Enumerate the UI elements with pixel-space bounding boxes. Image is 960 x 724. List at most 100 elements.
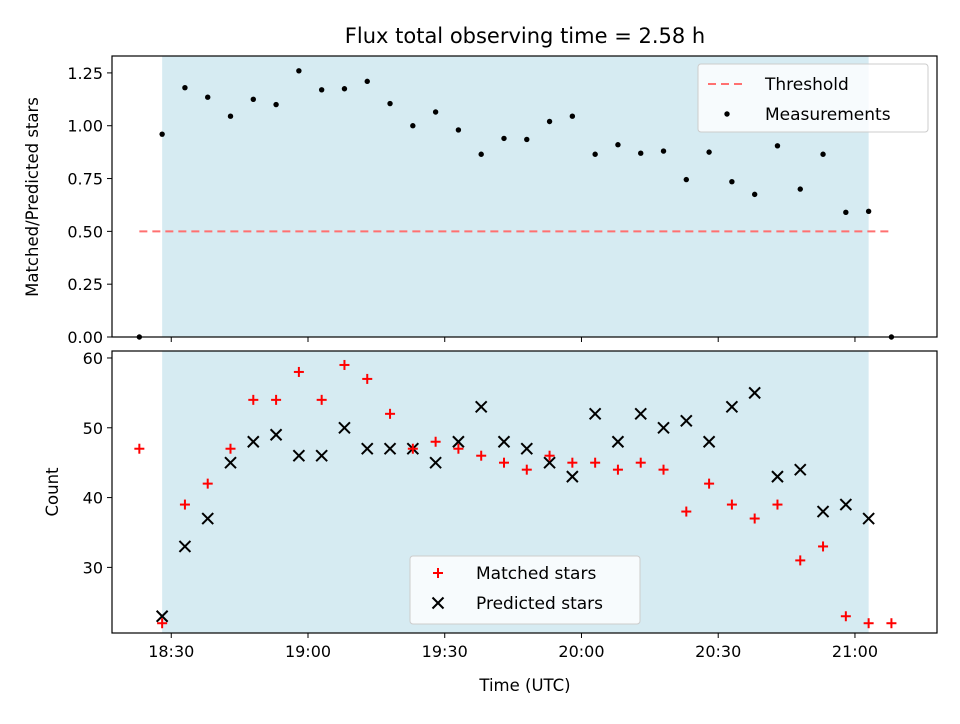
- measurements-legend-swatch: [724, 111, 730, 117]
- measurement-point: [683, 176, 690, 183]
- predicted-point-b: [816, 505, 830, 518]
- measurement-point: [797, 186, 803, 192]
- matched-point: [407, 443, 418, 454]
- predicted-point: [497, 435, 511, 448]
- predicted-point-b: [611, 435, 625, 448]
- top-x-ticks: [170, 337, 856, 342]
- measurement-point: [478, 151, 484, 157]
- measurements-legend-label: Measurements: [765, 105, 891, 125]
- matched-point: [498, 457, 509, 468]
- chart-title: Flux total observing time = 2.58 h: [345, 24, 705, 48]
- predicted-point: [269, 428, 283, 441]
- predicted-point: [361, 442, 374, 455]
- matched-point: [362, 373, 373, 384]
- predicted-point: [224, 456, 237, 469]
- measurement-point: [660, 148, 667, 154]
- predicted-point: [748, 386, 761, 400]
- top-y-ticks: 0.00 0.25 0.50 0.75 1.00 1.25: [67, 64, 112, 347]
- x-tick-label: 18:30: [148, 642, 194, 661]
- predicted-point: [702, 435, 716, 448]
- predicted-point-b: [315, 449, 328, 462]
- predicted-point-b: [794, 463, 807, 476]
- matched-point: [476, 450, 487, 461]
- predicted-point-b: [680, 414, 693, 428]
- top-y-axis-label: Matched/Predicted stars: [23, 97, 42, 297]
- matched-point: [544, 450, 555, 461]
- predicted-point: [816, 505, 830, 518]
- predicted-point-b: [383, 442, 397, 455]
- matched-point: [818, 541, 829, 552]
- y-tick-label: 0.75: [67, 170, 103, 189]
- predicted-point-b: [474, 400, 488, 414]
- matched-point: [271, 394, 282, 405]
- matched-point: [795, 555, 806, 566]
- matched-point: [567, 457, 578, 468]
- measurement-point: [318, 87, 325, 93]
- predicted-point: [383, 442, 397, 455]
- measurement-point: [774, 143, 781, 149]
- top-legend-box: [697, 63, 929, 133]
- predicted-point: [155, 610, 169, 623]
- measurement-point: [296, 68, 302, 74]
- predicted-point: [452, 435, 465, 448]
- matched-point: [635, 457, 646, 468]
- top-marks: [136, 68, 895, 340]
- predicted-point: [611, 435, 625, 448]
- predicted-point: [657, 421, 670, 434]
- predicted-legend-label: Predicted stars: [476, 594, 603, 614]
- y-tick-label: 0.00: [67, 328, 103, 347]
- predicted-point-b: [201, 512, 214, 525]
- matched-point: [134, 443, 145, 454]
- top-axes-frame: [111, 55, 938, 338]
- top-panel: Flux total observing time = 2.58 h 0.00 0…: [23, 24, 938, 347]
- predicted-point-b: [338, 421, 351, 434]
- predicted-point-b: [588, 407, 602, 421]
- bottom-x-ticks: 18:30 19:00 19:30 20:00 20:30 21:00: [148, 633, 878, 661]
- y-tick-label: 60: [83, 349, 103, 368]
- measurement-point: [569, 113, 576, 119]
- measurement-point: [751, 191, 758, 198]
- matched-point: [521, 464, 532, 475]
- x-tick-label: 20:30: [695, 642, 741, 661]
- measurement-point: [159, 131, 165, 137]
- predicted-point-b: [839, 498, 853, 511]
- bottom-y-axis-label: Count: [43, 467, 62, 517]
- predicted-point-b: [452, 435, 465, 448]
- matched-point: [202, 478, 213, 489]
- bottom-y-ticks: 30 40 50 60: [83, 349, 112, 577]
- measurement-point: [706, 149, 712, 155]
- bottom-axes-frame: [111, 350, 938, 634]
- predicted-point-b: [155, 610, 169, 623]
- measurement-point: [524, 136, 530, 143]
- matched-point: [612, 464, 623, 475]
- x-tick-label: 20:00: [558, 642, 604, 661]
- predicted-point: [178, 540, 192, 553]
- measurement-point: [364, 78, 370, 85]
- predicted-point-b: [247, 435, 260, 448]
- x-axis-label: Time (UTC): [478, 676, 570, 695]
- measurement-point: [615, 142, 621, 148]
- predicted-point: [680, 414, 693, 428]
- predicted-point: [862, 512, 875, 525]
- predicted-point-b: [361, 442, 374, 455]
- y-tick-label: 0.25: [67, 275, 103, 294]
- predicted-point: [566, 470, 579, 483]
- matched-swatch-mark: [433, 568, 443, 578]
- predicted-point: [315, 449, 328, 462]
- predicted-point: [839, 498, 853, 511]
- measurement-point: [729, 179, 735, 185]
- bottom-legend-box: [409, 555, 641, 625]
- threshold-legend-label: Threshold: [764, 75, 849, 95]
- x-tick-label: 19:00: [285, 642, 331, 661]
- predicted-point: [474, 400, 488, 414]
- measurement-point: [250, 96, 256, 103]
- predicted-point: [725, 400, 739, 414]
- measurement-point: [182, 84, 188, 91]
- matched-point: [726, 499, 737, 510]
- predicted-point-b: [771, 470, 784, 483]
- matched-point: [772, 499, 783, 510]
- predicted-point: [634, 407, 647, 421]
- predicted-point: [771, 470, 784, 483]
- predicted-legend-swatch: [431, 596, 445, 610]
- predicted-point-b: [657, 421, 670, 434]
